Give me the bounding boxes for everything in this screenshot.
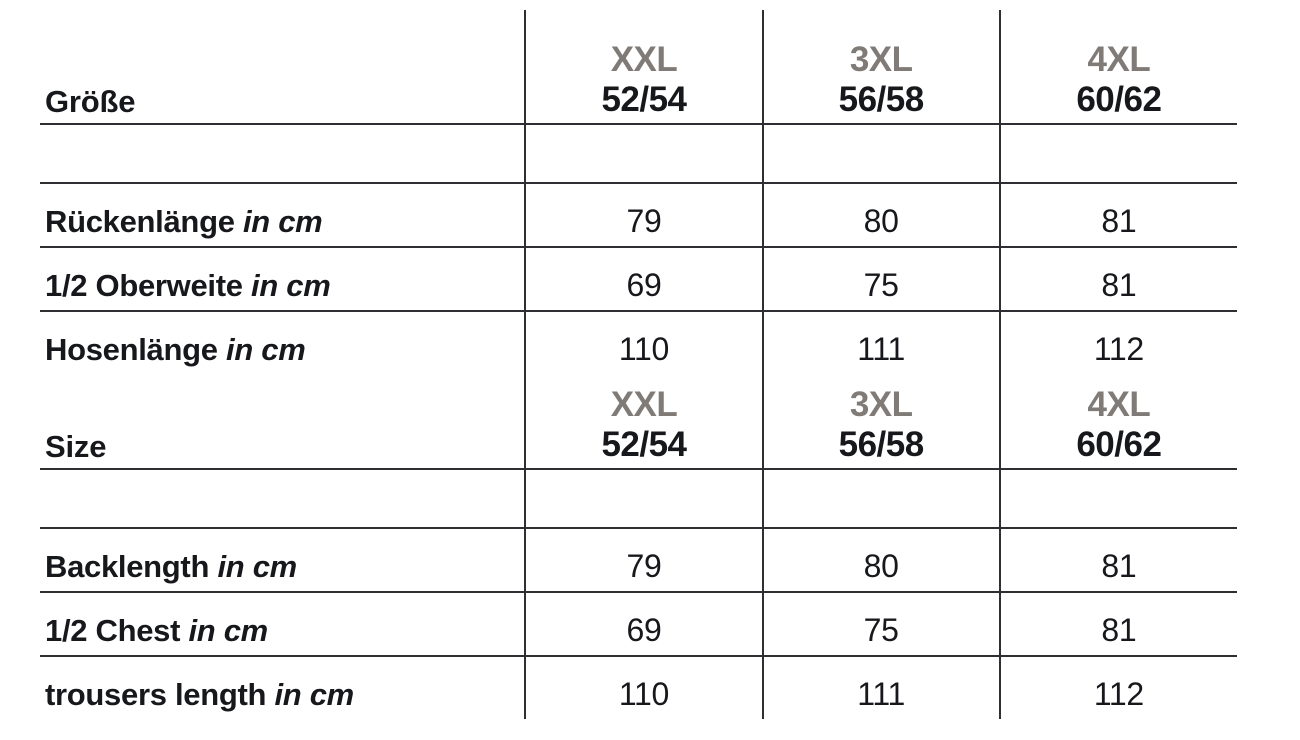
table-header-row: Größe XXL 52/54 3XL 56/58 4XL 60/62 [40,10,1237,125]
table-row: trousers length in cm 110 111 112 [40,656,1237,719]
size-code-3xl: 3XL [849,384,913,424]
size-table-english: Size XXL 52/54 3XL 56/58 4XL 60/62 [40,355,1237,719]
cell-value: 75 [761,592,1000,657]
size-code-3xl: 3XL [849,39,913,79]
row-label-backlength: Backlength in cm [40,528,526,593]
spacer-cell-3xl [761,469,1000,529]
table-row: 1/2 Oberweite in cm 69 75 81 [40,247,1237,312]
cell-value: 111 [761,656,1000,719]
cell-value: 110 [524,656,763,719]
row-unit-text: in cm [274,677,354,712]
header-label-size: Size [40,355,526,470]
cell-value: 81 [998,247,1237,312]
cell-value: 81 [998,592,1237,657]
table-header-row: Size XXL 52/54 3XL 56/58 4XL 60/62 [40,355,1237,470]
size-code-xxl: XXL [610,39,678,79]
cell-value: 75 [761,247,1000,312]
header-column-4xl: 4XL 60/62 [998,355,1237,470]
spacer-cell-4xl [998,124,1237,184]
row-unit-text: in cm [242,204,323,239]
spacer-row [40,469,1237,529]
row-label-oberweite: 1/2 Oberweite in cm [40,247,526,312]
row-label-text: Backlength [45,549,210,584]
row-label-trousers-length: trousers length in cm [40,656,525,719]
cell-value: 79 [524,183,763,248]
size-number-3xl: 56/58 [838,79,925,119]
size-number-xxl: 52/54 [601,424,687,464]
row-label-chest: 1/2 Chest in cm [40,592,526,657]
row-label-rueckenlaenge: Rückenlänge in cm [40,183,526,248]
cell-value: 69 [524,592,763,657]
row-unit-text: in cm [217,549,297,584]
spacer-cell-xxl [524,124,763,184]
size-code-4xl: 4XL [1087,384,1151,424]
size-number-4xl: 60/62 [1076,79,1162,119]
size-code-4xl: 4XL [1087,39,1151,79]
header-column-xxl: XXL 52/54 [524,10,763,125]
row-unit-text: in cm [251,268,331,303]
cell-value: 80 [761,528,1000,593]
row-label-text: 1/2 Oberweite [45,268,243,303]
spacer-row [40,124,1237,184]
row-label-text: 1/2 Chest [45,613,181,648]
row-label-text: Rückenlänge [45,204,235,239]
spacer-cell-xxl [524,469,763,529]
spacer-cell-3xl [761,124,1000,184]
spacer-cell-4xl [998,469,1237,529]
cell-value: 80 [761,183,1000,248]
header-column-3xl: 3XL 56/58 [761,10,1000,125]
size-number-4xl: 60/62 [1076,424,1162,464]
cell-value: 112 [998,656,1237,719]
table-row: Rückenlänge in cm 79 80 81 [40,183,1237,248]
size-number-xxl: 52/54 [601,79,687,119]
table-row: Backlength in cm 79 80 81 [40,528,1237,593]
row-label-text: trousers length [45,677,267,712]
header-column-3xl: 3XL 56/58 [761,355,1000,470]
row-unit-text: in cm [188,613,268,648]
spacer-cell-label [40,469,526,529]
spacer-cell-label [40,124,526,184]
header-column-xxl: XXL 52/54 [524,355,763,470]
cell-value: 79 [524,528,763,593]
cell-value: 69 [524,247,763,312]
table-row: 1/2 Chest in cm 69 75 81 [40,592,1237,657]
cell-value: 81 [998,183,1237,248]
size-number-3xl: 56/58 [838,424,925,464]
header-column-4xl: 4XL 60/62 [998,10,1237,125]
size-code-xxl: XXL [610,384,678,424]
size-table-german: Größe XXL 52/54 3XL 56/58 4XL 60/62 [40,10,1237,374]
header-label-groesse: Größe [40,10,526,125]
cell-value: 81 [998,528,1237,593]
